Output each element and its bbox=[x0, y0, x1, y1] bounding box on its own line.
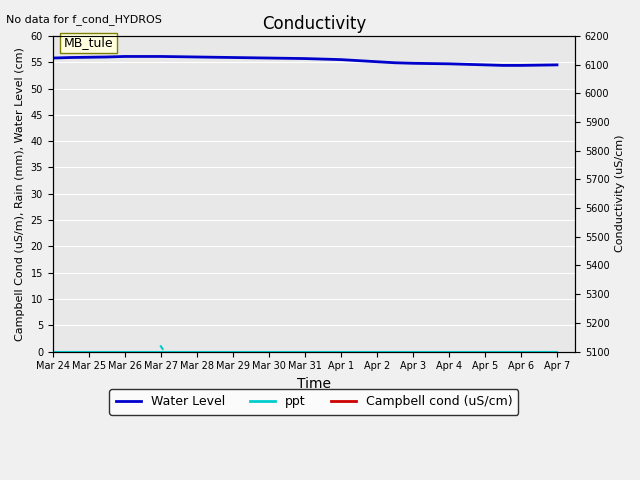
Title: Conductivity: Conductivity bbox=[262, 15, 366, 33]
Text: MB_tule: MB_tule bbox=[63, 36, 113, 49]
Y-axis label: Campbell Cond (uS/m), Rain (mm), Water Level (cm): Campbell Cond (uS/m), Rain (mm), Water L… bbox=[15, 47, 25, 341]
Legend: Water Level, ppt, Campbell cond (uS/cm): Water Level, ppt, Campbell cond (uS/cm) bbox=[109, 389, 518, 415]
X-axis label: Time: Time bbox=[297, 377, 331, 391]
Y-axis label: Conductivity (uS/cm): Conductivity (uS/cm) bbox=[615, 135, 625, 252]
Text: No data for f_cond_HYDROS: No data for f_cond_HYDROS bbox=[6, 14, 163, 25]
